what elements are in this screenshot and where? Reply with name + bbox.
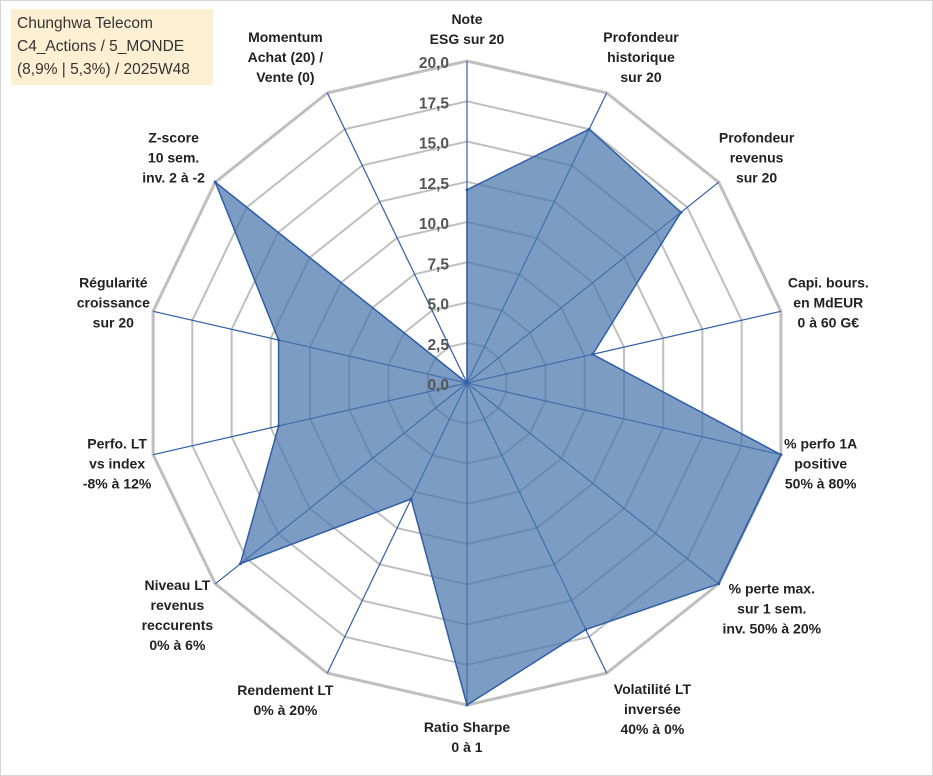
axis-label: Régularité croissance sur 20 bbox=[77, 274, 150, 330]
axis-label: % perfo 1A positive 50% à 80% bbox=[784, 436, 857, 492]
data-point bbox=[238, 562, 242, 566]
data-point bbox=[465, 381, 469, 385]
data-point bbox=[277, 338, 281, 342]
tick-label: 5,0 bbox=[427, 297, 449, 314]
company-name: Chunghwa Telecom bbox=[17, 15, 153, 32]
axis-labels: Note ESG sur 20 Profondeur historique sur 20… bbox=[77, 11, 869, 755]
data-point bbox=[213, 180, 217, 184]
axis-label: Rendement LT 0% à 20% bbox=[237, 682, 334, 718]
axis-label: Profondeur historique sur 20 bbox=[603, 29, 679, 85]
data-point bbox=[465, 703, 469, 707]
tick-label: 0,0 bbox=[427, 377, 449, 394]
tick-label: 17,5 bbox=[419, 95, 450, 112]
data-point bbox=[591, 352, 595, 356]
axis-label: Momentum Achat (20) / Vente (0) bbox=[248, 29, 324, 85]
data-point bbox=[584, 628, 588, 632]
tick-label: 20,0 bbox=[419, 55, 449, 72]
axis-label: Capi. bours. en MdEUR 0 à 60 G€ bbox=[788, 274, 869, 330]
axis-label: Perfo. LT vs index -8% à 12% bbox=[83, 436, 152, 492]
data-point bbox=[779, 453, 783, 457]
tick-label: 7,5 bbox=[427, 256, 449, 273]
data-point bbox=[679, 210, 683, 214]
tick-label: 2,5 bbox=[427, 337, 449, 354]
data-point bbox=[717, 582, 721, 586]
tick-label: 10,0 bbox=[419, 216, 449, 233]
axis-label: % perte max. sur 1 sem. inv. 50% à 20% bbox=[723, 581, 822, 637]
axis-label: Note ESG sur 20 bbox=[430, 11, 505, 47]
tick-label: 12,5 bbox=[419, 176, 450, 193]
axis-label: Ratio Sharpe 0 à 1 bbox=[424, 719, 511, 755]
data-point bbox=[587, 127, 591, 131]
axis-spoke bbox=[326, 92, 468, 384]
axis-label: Volatilité LT inversée 40% à 0% bbox=[614, 681, 692, 737]
series-layer bbox=[213, 127, 783, 707]
category-label: C4_Actions / 5_MONDE bbox=[17, 38, 185, 55]
data-point bbox=[409, 497, 413, 501]
axis-label: Niveau LT revenus reccurents 0% à 6% bbox=[142, 577, 214, 653]
performance-week-label: (8,9% | 5,3%) / 2025W48 bbox=[17, 61, 190, 78]
data-point bbox=[277, 424, 281, 428]
axis-label: Profondeur revenus sur 20 bbox=[719, 129, 795, 185]
tick-label: 15,0 bbox=[419, 136, 449, 153]
axis-label: Z-score 10 sem. inv. 2 à -2 bbox=[142, 129, 205, 185]
info-box: Chunghwa Telecom C4_Actions / 5_MONDE (8… bbox=[11, 9, 213, 85]
tick-labels: 0,0 2,5 5,0 7,5 10,0 12,5 15,0 17,5 20,0 bbox=[419, 55, 450, 394]
data-point bbox=[465, 188, 469, 192]
